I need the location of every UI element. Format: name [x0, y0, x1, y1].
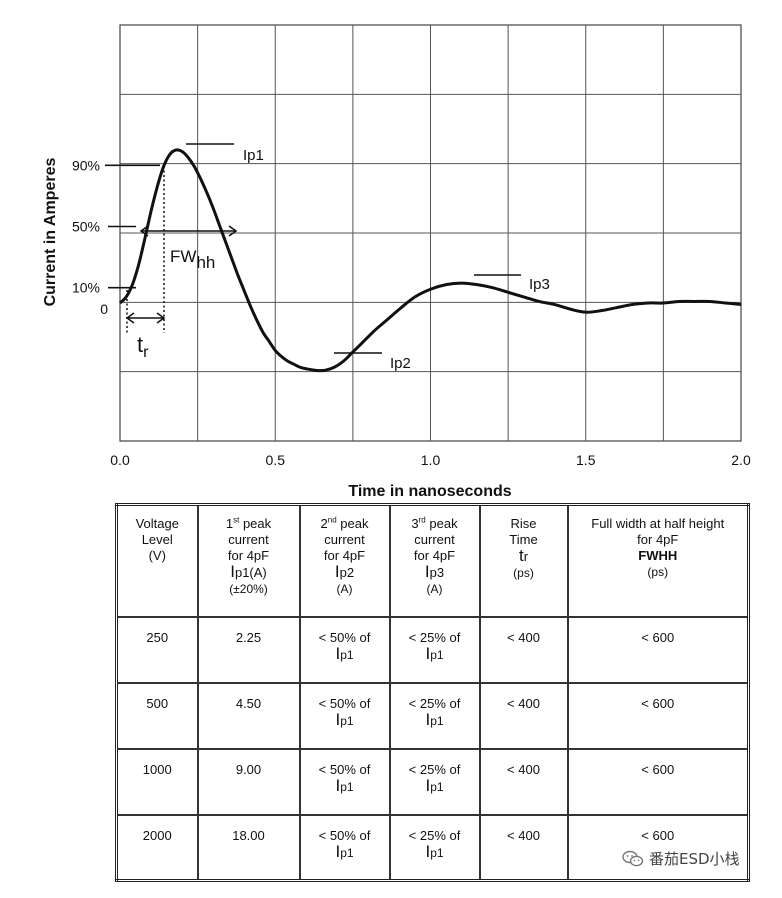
cell-ip1: 2.25 [196, 615, 301, 684]
ip2-label: Ip2 [390, 355, 411, 372]
cell-rise-time: < 400 [478, 615, 569, 684]
y-tick-label: 50% [72, 219, 100, 235]
x-axis-title: Time in nanoseconds [348, 483, 511, 500]
x-tick-label: 2.0 [731, 452, 751, 468]
cell-ip1: 4.50 [196, 681, 301, 750]
table-row: 2000 18.00 < 50% of Ip1 < 25% of Ip1 < 400 < 60… [115, 813, 750, 882]
y-tick-label: 10% [72, 280, 100, 296]
header-ip3: 3rd peak current for 4pF Ip3 (A) [388, 503, 481, 618]
chart: 0.0 0.5 1.0 1.5 2.0 010% 50% 90% Ip1 Ip2 Ip3 FWhh tr… [42, 24, 751, 500]
ip3-label: Ip3 [529, 276, 550, 293]
cell-ip2: < 50% of Ip1 [298, 747, 391, 816]
ip1-label: Ip1 [243, 147, 264, 164]
cell-ip2: < 50% of Ip1 [298, 615, 391, 684]
cell-fwhh: < 600 [566, 747, 750, 816]
x-tick-label: 1.5 [576, 452, 596, 468]
fwhh-label: FWhh [170, 247, 215, 272]
cell-ip3: < 25% of Ip1 [388, 813, 481, 882]
x-tick-label: 0.5 [266, 452, 286, 468]
table-header-row: Voltage Level (V) 1st peak current for 4… [115, 503, 750, 618]
cell-ip2: < 50% of Ip1 [298, 681, 391, 750]
fwhh-arrow [139, 225, 238, 237]
tr-arrow [125, 312, 166, 324]
cell-ip1: 9.00 [196, 747, 301, 816]
cell-ip3: < 25% of Ip1 [388, 681, 481, 750]
spec-table: Voltage Level (V) 1st peak current for 4… [115, 503, 750, 882]
cell-ip3: < 25% of Ip1 [388, 747, 481, 816]
wechat-icon [622, 850, 644, 866]
cell-ip2: < 50% of Ip1 [298, 813, 391, 882]
table-row: 250 2.25 < 50% of Ip1 < 25% of Ip1 < 400 < 600 [115, 615, 750, 684]
cell-ip3: < 25% of Ip1 [388, 615, 481, 684]
cell-fwhh: < 600 [566, 813, 750, 882]
watermark: 番茄ESD小栈 [622, 848, 740, 869]
cell-ip1: 18.00 [196, 813, 301, 882]
chart-grid [119, 24, 742, 442]
header-ip1: 1st peak current for 4pF Ip1(A) (±20%) [196, 503, 301, 618]
cell-voltage: 500 [115, 681, 199, 750]
chart-marks: 0.0 0.5 1.0 1.5 2.0 010% 50% 90% Ip1 Ip2 Ip3 FWhh tr [72, 143, 751, 468]
y-axis-title: Current in Amperes [42, 158, 59, 307]
table-row: 500 4.50 < 50% of Ip1 < 25% of Ip1 < 400 < 600 [115, 681, 750, 750]
y-tick-label: 90% [72, 157, 100, 173]
table-row: 1000 9.00 < 50% of Ip1 < 25% of Ip1 < 400 < 600 [115, 747, 750, 816]
header-ip2: 2nd peak current for 4pF Ip2 (A) [298, 503, 391, 618]
watermark-text: 番茄ESD小栈 [649, 850, 740, 868]
y-tick-label: 0 [100, 301, 108, 317]
x-tick-label: 1.0 [421, 452, 441, 468]
cell-rise-time: < 400 [478, 681, 569, 750]
cell-voltage: 1000 [115, 747, 199, 816]
header-voltage: Voltage Level (V) [115, 503, 199, 618]
cell-voltage: 250 [115, 615, 199, 684]
cell-fwhh: < 600 [566, 681, 750, 750]
x-tick-label: 0.0 [110, 452, 130, 468]
cell-rise-time: < 400 [478, 813, 569, 882]
cell-rise-time: < 400 [478, 747, 569, 816]
tr-label: tr [137, 332, 149, 361]
waveform-line [118, 148, 742, 373]
cell-fwhh: < 600 [566, 615, 750, 684]
cell-voltage: 2000 [115, 813, 199, 882]
header-rise-time: Rise Time tr (ps) [478, 503, 569, 618]
header-fwhh: Full width at half height for 4pF FWHH (… [566, 503, 750, 618]
